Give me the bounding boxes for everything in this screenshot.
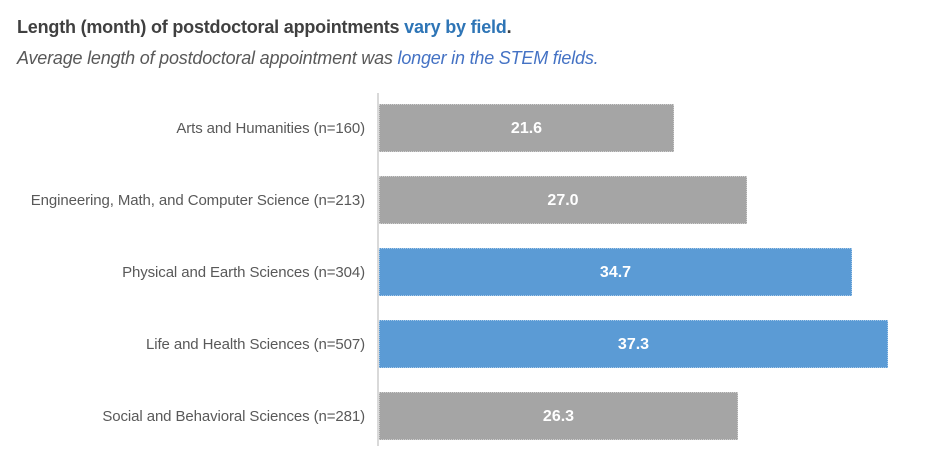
value-label: 37.3 [617, 336, 650, 353]
bar-row: Social and Behavioral Sciences (n=281) 26… [0, 392, 951, 440]
plot-area: Arts and Humanities (n=160) 21.6 Engineeri… [0, 93, 951, 446]
chart-subtitle-accent: longer in the STEM fields. [397, 48, 599, 68]
category-label: Life and Health Sciences (n=507) [145, 335, 365, 353]
bar-row: Arts and Humanities (n=160) 21.6 [0, 104, 951, 152]
category-label: Arts and Humanities (n=160) [176, 119, 365, 137]
value-label: 34.7 [599, 264, 632, 281]
chart-title-accent: vary by field [404, 17, 507, 37]
chart-header: Length (month) of postdoctoral appointme… [17, 12, 917, 73]
bar: 37.3 [379, 320, 888, 368]
bar-track: 34.7 [379, 248, 951, 296]
bar-track: 27.0 [379, 176, 951, 224]
category-label: Social and Behavioral Sciences (n=281) [102, 407, 365, 425]
value-label: 27.0 [547, 192, 579, 209]
chart-title: Length (month) of postdoctoral appointme… [17, 12, 917, 43]
bar-row: Physical and Earth Sciences (n=304) 34.7 [0, 248, 951, 296]
chart-subtitle: Average length of postdoctoral appointme… [17, 43, 917, 73]
bar-track: 37.3 [379, 320, 951, 368]
category-label: Engineering, Math, and Computer Science … [30, 191, 365, 209]
bar: 26.3 [379, 392, 738, 440]
chart-title-main: Length (month) of postdoctoral appointme… [17, 17, 405, 37]
bar-track: 26.3 [379, 392, 951, 440]
value-label: 26.3 [542, 408, 575, 425]
chart-title-period: . [506, 17, 512, 37]
bar-track: 21.6 [379, 104, 951, 152]
bar-row: Engineering, Math, and Computer Science … [0, 176, 951, 224]
category-label: Physical and Earth Sciences (n=304) [122, 263, 365, 281]
bar: 34.7 [379, 248, 852, 296]
bar: 27.0 [379, 176, 747, 224]
y-axis-line [377, 93, 379, 446]
bar-row: Life and Health Sciences (n=507) 37.3 [0, 320, 951, 368]
bar: 21.6 [379, 104, 674, 152]
chart-subtitle-main: Average length of postdoctoral appointme… [17, 48, 398, 68]
bar-rows: Arts and Humanities (n=160) 21.6 Engineeri… [0, 104, 951, 440]
value-label: 21.6 [510, 120, 543, 137]
